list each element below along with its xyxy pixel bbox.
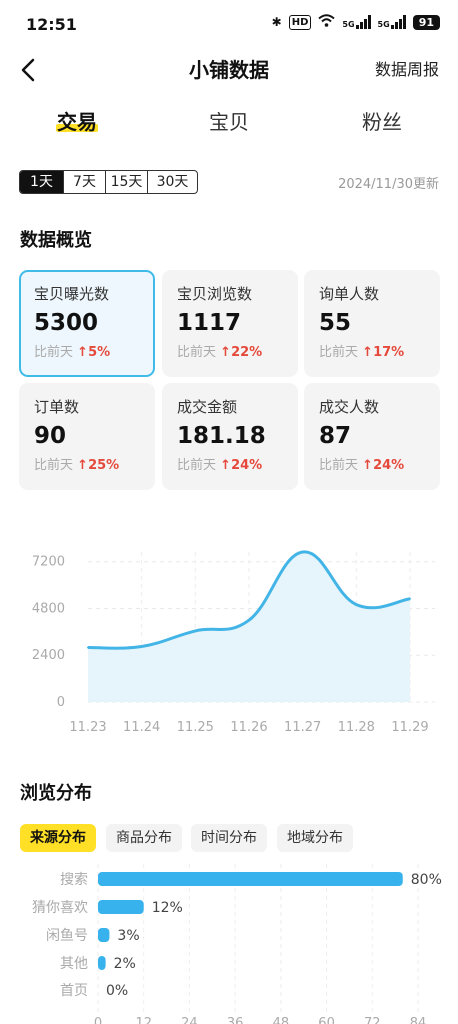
- x-tick-label: 60: [318, 1016, 335, 1024]
- card-gmv[interactable]: 成交金额 181.18 比前天 ↑24%: [162, 383, 298, 490]
- card-label: 订单数: [34, 398, 80, 416]
- tab-items[interactable]: 宝贝: [209, 110, 249, 134]
- data-point: [87, 646, 89, 649]
- bar-value-label: 3%: [117, 928, 139, 944]
- bar: [98, 900, 144, 914]
- range-1day[interactable]: 1天: [20, 171, 63, 193]
- y-tick-label: 0: [57, 695, 65, 710]
- overview-title: 数据概览: [20, 230, 92, 251]
- card-compare: 比前天 ↑17%: [319, 345, 405, 360]
- browse-title: 浏览分布: [20, 783, 92, 804]
- y-tick-label: 4800: [32, 601, 65, 616]
- card-compare: 比前天 ↑5%: [34, 345, 111, 360]
- tab-trade[interactable]: 交易: [57, 110, 97, 134]
- card-compare: 比前天 ↑25%: [34, 458, 120, 473]
- card-value: 1117: [177, 310, 242, 336]
- status-time: 12:51: [26, 15, 77, 34]
- weekly-report-link[interactable]: 数据周报: [374, 60, 439, 79]
- data-point: [355, 603, 358, 606]
- area-fill: [88, 551, 410, 702]
- bluetooth-icon: ✱: [271, 15, 282, 29]
- bar-value-label: 12%: [152, 900, 183, 916]
- card-label: 宝贝曝光数: [34, 285, 110, 303]
- card-value: 90: [34, 423, 67, 449]
- x-tick-label: 48: [273, 1016, 290, 1024]
- card-value: 5300: [34, 310, 99, 336]
- x-tick-label: 11.25: [177, 720, 214, 735]
- card-label: 询单人数: [319, 285, 380, 303]
- data-point: [194, 629, 197, 632]
- page-title: 小铺数据: [189, 58, 269, 82]
- x-tick-label: 12: [135, 1016, 152, 1024]
- wifi-icon: [318, 14, 336, 30]
- x-tick-label: 84: [410, 1016, 427, 1024]
- x-tick-label: 24: [181, 1016, 198, 1024]
- subtab-time[interactable]: 时间分布: [191, 824, 267, 852]
- x-tick-label: 11.26: [230, 720, 267, 735]
- y-tick-label: 2400: [32, 648, 65, 663]
- range-15day[interactable]: 15天: [105, 171, 147, 193]
- category-label: 其他: [60, 956, 88, 972]
- x-tick-label: 0: [94, 1016, 102, 1024]
- bar-value-label: 0%: [106, 983, 128, 999]
- card-label: 宝贝浏览数: [177, 285, 253, 303]
- x-tick-label: 11.29: [391, 720, 428, 735]
- signal-icon-1: 5G: [342, 15, 371, 29]
- hd-icon: HD: [288, 14, 312, 30]
- card-orders[interactable]: 订单数 90 比前天 ↑25%: [19, 383, 155, 490]
- up-arrow-icon: ↑: [77, 345, 89, 360]
- x-tick-label: 11.28: [338, 720, 375, 735]
- bar-value-label: 80%: [411, 872, 442, 888]
- category-label: 猜你喜欢: [32, 900, 88, 916]
- card-inquiries[interactable]: 询单人数 55 比前天 ↑17%: [304, 270, 440, 377]
- card-value: 181.18: [177, 423, 266, 449]
- tab-fans[interactable]: 粉丝: [362, 110, 402, 134]
- card-value: 55: [319, 310, 352, 336]
- x-tick-label: 36: [227, 1016, 244, 1024]
- up-arrow-icon: ↑: [220, 458, 232, 473]
- range-7day[interactable]: 7天: [63, 171, 105, 193]
- source-bar-chart: 0 12 24 36 48 60 72 84 搜索 80% 猜你喜欢 12% 闲鱼号 3% 其他 2% 首页 0%: [32, 864, 442, 1024]
- x-tick-label: 72: [364, 1016, 381, 1024]
- data-point: [248, 619, 250, 622]
- x-tick-label: 11.27: [284, 720, 321, 735]
- signal-icon-2: 5G: [378, 15, 406, 29]
- up-arrow-icon: ↑: [362, 458, 374, 473]
- x-tick-label: 11.23: [69, 720, 106, 735]
- bar: [98, 928, 110, 942]
- data-point: [409, 597, 411, 600]
- subtab-product[interactable]: 商品分布: [106, 824, 182, 852]
- category-label: 闲鱼号: [46, 927, 88, 944]
- card-compare: 比前天 ↑24%: [177, 458, 263, 473]
- bar: [98, 956, 106, 970]
- data-point: [301, 551, 304, 553]
- card-label: 成交人数: [319, 398, 380, 416]
- card-label: 成交金额: [177, 398, 238, 416]
- range-30day[interactable]: 30天: [147, 171, 197, 193]
- bar: [98, 872, 403, 886]
- subtab-source[interactable]: 来源分布: [20, 824, 96, 852]
- up-arrow-icon: ↑: [220, 345, 232, 360]
- card-exposure[interactable]: 宝贝曝光数 5300 比前天 ↑5%: [19, 270, 155, 377]
- back-icon[interactable]: [16, 55, 46, 85]
- category-label: 首页: [60, 983, 88, 999]
- card-value: 87: [319, 423, 352, 449]
- card-compare: 比前天 ↑24%: [319, 458, 405, 473]
- subtab-region[interactable]: 地域分布: [277, 824, 353, 852]
- trend-chart: 0 2400 4800 7200 11.23 11.24 11.25 11.26 11.27 11…: [32, 550, 435, 735]
- range-selector: 1天 7天 15天 30天: [19, 170, 198, 194]
- x-tick-label: 11.24: [123, 720, 160, 735]
- status-icons: ✱ HD 5G 5G 91: [272, 14, 440, 30]
- category-label: 搜索: [60, 871, 88, 888]
- bar-value-label: 2%: [114, 956, 136, 972]
- battery-icon: 91: [412, 14, 440, 30]
- card-views[interactable]: 宝贝浏览数 1117 比前天 ↑22%: [162, 270, 298, 377]
- data-point: [140, 645, 143, 648]
- y-tick-label: 7200: [32, 555, 65, 570]
- up-arrow-icon: ↑: [77, 458, 89, 473]
- up-arrow-icon: ↑: [362, 345, 374, 360]
- card-buyers[interactable]: 成交人数 87 比前天 ↑24%: [304, 383, 440, 490]
- update-time: 2024/11/30更新: [338, 177, 439, 192]
- card-compare: 比前天 ↑22%: [177, 345, 263, 360]
